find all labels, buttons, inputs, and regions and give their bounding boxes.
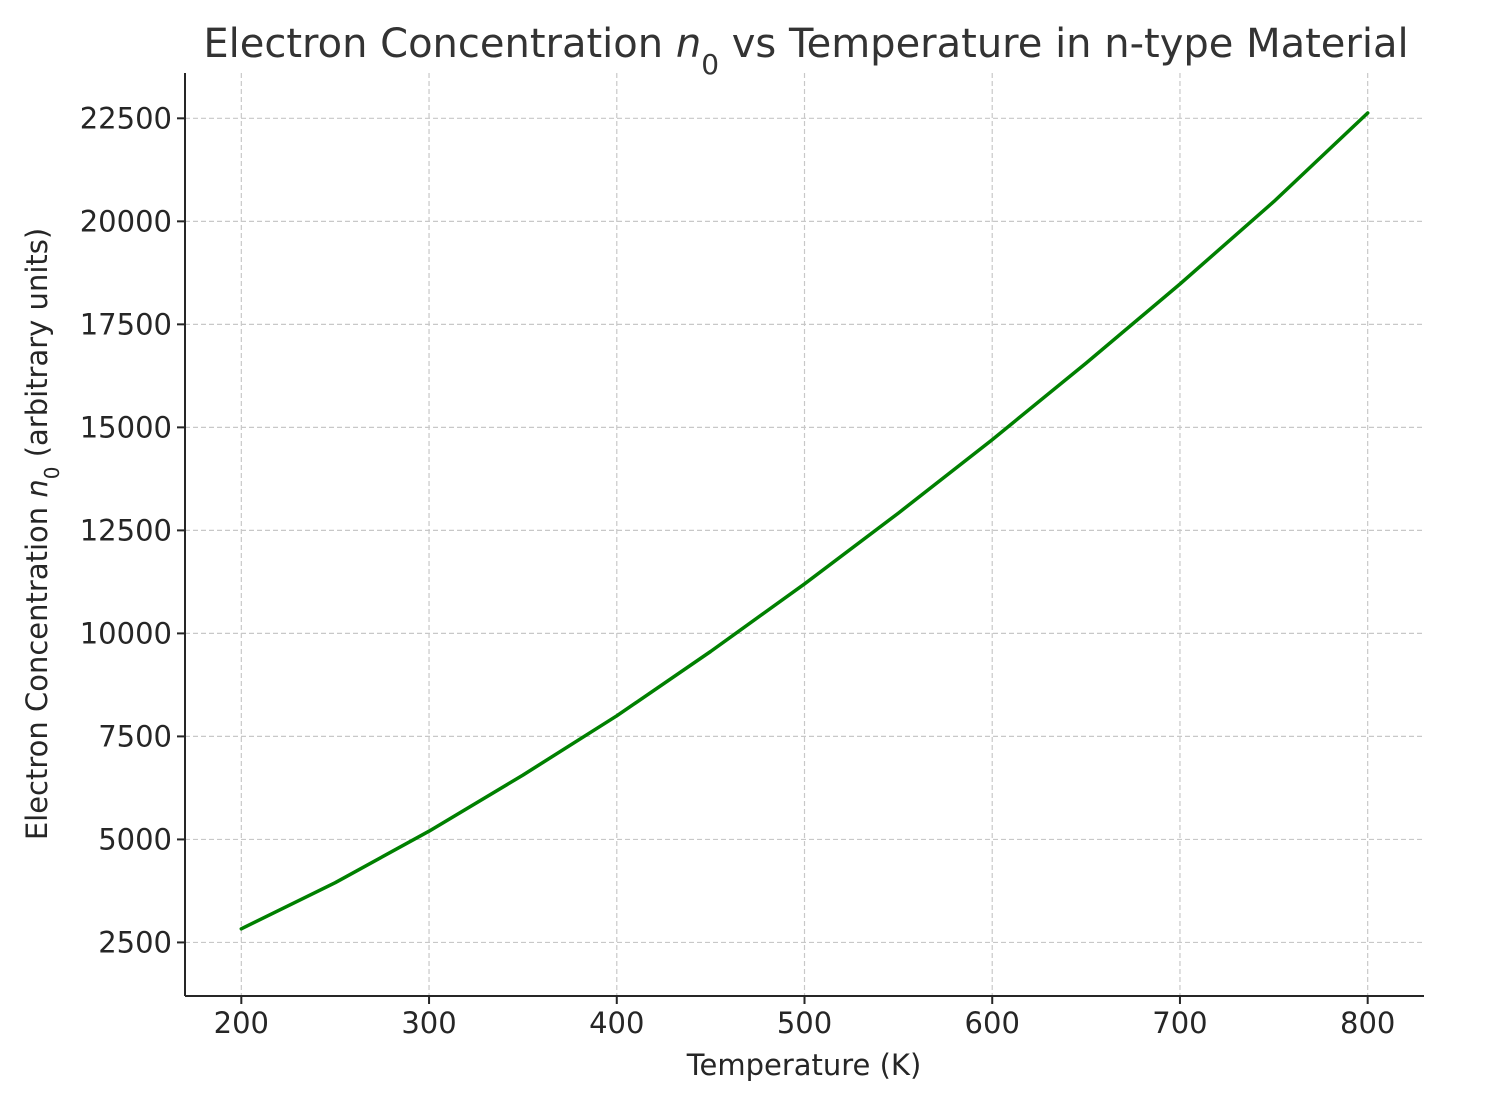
x-tick-label: 500 — [777, 1006, 832, 1040]
y-tick-label: 20000 — [80, 204, 172, 238]
y-tick-label: 10000 — [80, 616, 172, 650]
x-axis-label: Temperature (K) — [686, 1048, 922, 1082]
y-tick-label: 15000 — [80, 410, 172, 444]
y-axis-label: Electron Concentration n0 (arbitrary uni… — [20, 228, 64, 840]
grid — [185, 73, 1424, 996]
series-layer — [239, 111, 1370, 931]
y-tick-label: 12500 — [80, 513, 172, 547]
y-tick-label: 2500 — [98, 925, 172, 959]
x-tick-label: 700 — [1152, 1006, 1207, 1040]
y-tick-label: 22500 — [80, 101, 172, 135]
ticks: 200 300 400 500 600 700 800 2500 5000 7500 10000 12… — [80, 101, 1396, 1040]
y-tick-label: 7500 — [98, 719, 172, 753]
y-tick-label: 17500 — [80, 307, 172, 341]
series-line-0 — [239, 111, 1370, 931]
x-tick-label: 200 — [214, 1006, 269, 1040]
chart-title: Electron Concentration n0 vs Temperature… — [203, 21, 1408, 81]
x-tick-label: 600 — [965, 1006, 1020, 1040]
x-tick-label: 400 — [589, 1006, 644, 1040]
x-tick-label: 300 — [401, 1006, 456, 1040]
x-tick-label: 800 — [1340, 1006, 1395, 1040]
y-tick-label: 5000 — [98, 822, 172, 856]
